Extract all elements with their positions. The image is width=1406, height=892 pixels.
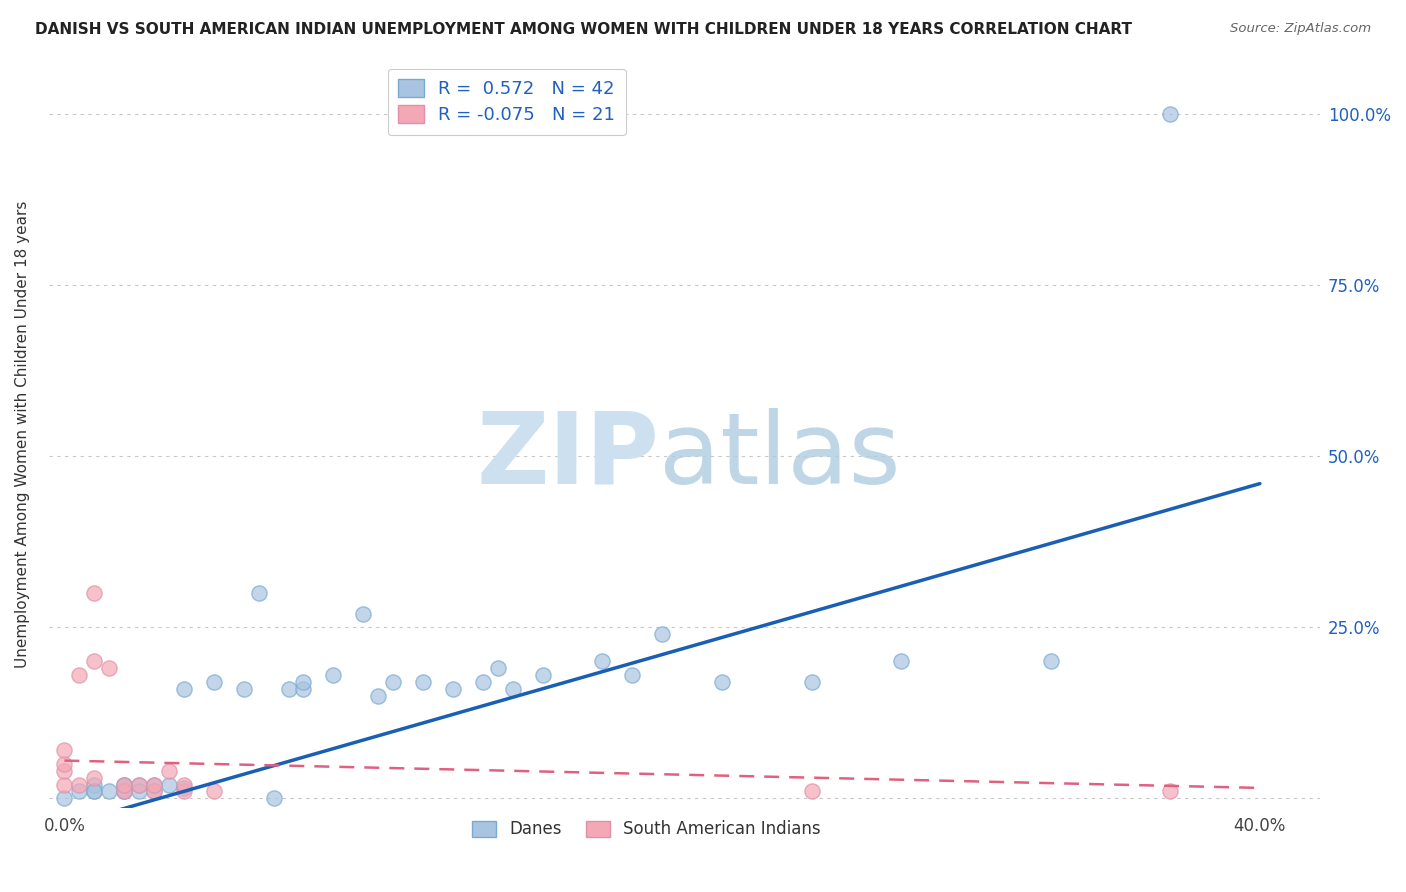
Point	[67, 784, 90, 798]
Point	[53, 764, 76, 778]
Point	[83, 784, 105, 798]
Point	[67, 777, 90, 791]
Point	[83, 771, 105, 785]
Text: Source: ZipAtlas.com: Source: ZipAtlas.com	[1230, 22, 1371, 36]
Point	[98, 784, 121, 798]
Point	[173, 780, 195, 795]
Point	[143, 777, 166, 791]
Point	[651, 627, 673, 641]
Point	[173, 681, 195, 696]
Point	[1159, 784, 1181, 798]
Point	[83, 784, 105, 798]
Point	[1039, 654, 1062, 668]
Text: ZIP: ZIP	[477, 408, 659, 505]
Point	[591, 654, 613, 668]
Point	[112, 777, 135, 791]
Point	[621, 668, 644, 682]
Point	[128, 777, 150, 791]
Point	[157, 777, 180, 791]
Point	[53, 756, 76, 771]
Point	[53, 791, 76, 805]
Point	[53, 777, 76, 791]
Point	[277, 681, 299, 696]
Point	[157, 764, 180, 778]
Point	[112, 777, 135, 791]
Point	[202, 784, 225, 798]
Point	[83, 777, 105, 791]
Point	[292, 681, 315, 696]
Point	[367, 689, 389, 703]
Point	[292, 674, 315, 689]
Point	[890, 654, 912, 668]
Point	[173, 784, 195, 798]
Point	[352, 607, 374, 621]
Point	[67, 668, 90, 682]
Y-axis label: Unemployment Among Women with Children Under 18 years: Unemployment Among Women with Children U…	[15, 201, 30, 668]
Point	[112, 784, 135, 798]
Point	[232, 681, 254, 696]
Point	[53, 743, 76, 757]
Text: atlas: atlas	[659, 408, 901, 505]
Point	[1159, 107, 1181, 121]
Point	[263, 791, 285, 805]
Point	[800, 674, 823, 689]
Point	[382, 674, 405, 689]
Point	[112, 777, 135, 791]
Point	[800, 784, 823, 798]
Point	[322, 668, 344, 682]
Point	[247, 586, 270, 600]
Point	[143, 777, 166, 791]
Point	[710, 674, 733, 689]
Point	[83, 654, 105, 668]
Legend: Danes, South American Indians: Danes, South American Indians	[465, 814, 827, 845]
Point	[128, 784, 150, 798]
Point	[412, 674, 434, 689]
Point	[471, 674, 494, 689]
Text: DANISH VS SOUTH AMERICAN INDIAN UNEMPLOYMENT AMONG WOMEN WITH CHILDREN UNDER 18 : DANISH VS SOUTH AMERICAN INDIAN UNEMPLOY…	[35, 22, 1132, 37]
Point	[112, 784, 135, 798]
Point	[143, 784, 166, 798]
Point	[502, 681, 524, 696]
Point	[173, 777, 195, 791]
Point	[202, 674, 225, 689]
Point	[441, 681, 464, 696]
Point	[112, 784, 135, 798]
Point	[128, 777, 150, 791]
Point	[531, 668, 554, 682]
Point	[98, 661, 121, 675]
Point	[486, 661, 509, 675]
Point	[83, 586, 105, 600]
Point	[143, 784, 166, 798]
